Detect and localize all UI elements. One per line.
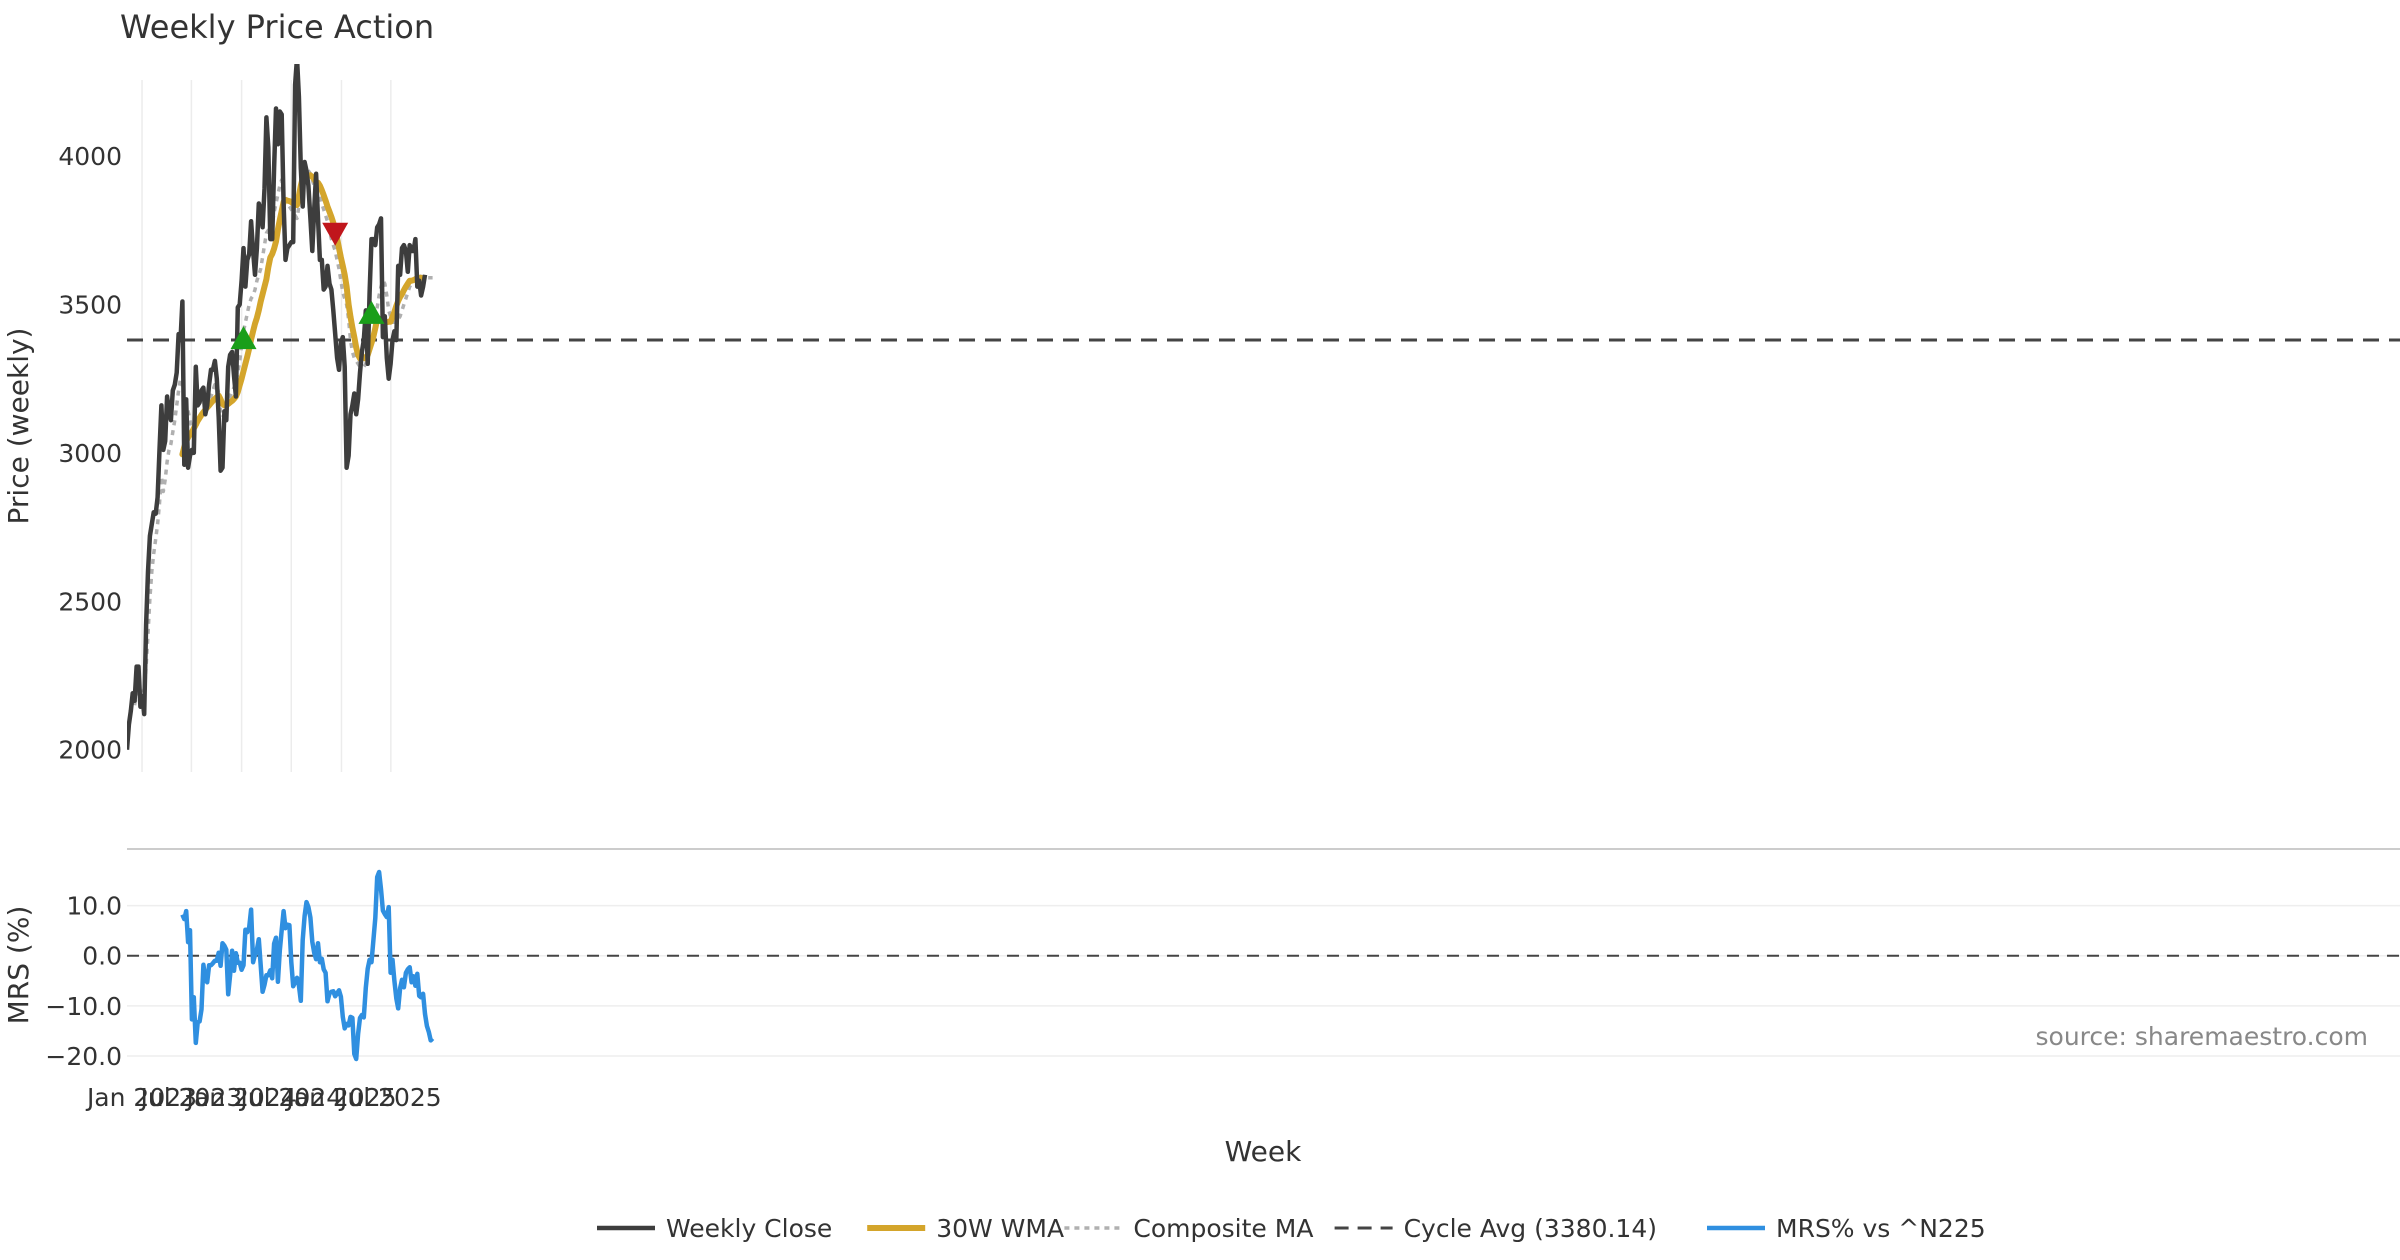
x-tick-label: Jul 2024 [238, 1083, 342, 1112]
mrs-tick-label: −10.0 [45, 992, 122, 1021]
price-grid [141, 80, 392, 772]
legend-mrs-label: MRS% vs ^N225 [1776, 1214, 1986, 1243]
buy-signal-marker [358, 300, 385, 324]
x-tick-label: Jan 2024 [185, 1083, 297, 1112]
legend-weekly-close: Weekly Close [597, 1214, 832, 1243]
mrs-y-axis: −20.0 −10.0 0.0 10.0 [45, 892, 122, 1071]
legend-weekly-close-label: Weekly Close [666, 1214, 832, 1243]
price-tick-label: 3500 [58, 290, 122, 319]
legend: Weekly Close 30W WMA Composite MA Cycle Avg… [597, 1214, 1986, 1243]
legend-cycle-avg-label: Cycle Avg (3380.14) [1404, 1214, 1657, 1243]
weekly-close-line [127, 64, 428, 750]
source-note: source: sharemaestro.com [2036, 1022, 2369, 1051]
legend-composite-ma: Composite MA [1064, 1214, 1313, 1243]
sell-signal-marker [322, 222, 349, 246]
price-tick-label: 2500 [58, 587, 122, 616]
price-y-axis-label: Price (weekly) [2, 328, 35, 525]
chart-title: Weekly Price Action [120, 8, 434, 46]
legend-mrs: MRS% vs ^N225 [1707, 1214, 1986, 1243]
buy-signal-marker [230, 326, 257, 350]
mrs-line [180, 869, 435, 1062]
x-tick-label: Jul 2025 [338, 1083, 442, 1112]
legend-30w-wma: 30W WMA [867, 1214, 1064, 1243]
mrs-tick-label: −20.0 [45, 1042, 122, 1071]
mrs-tick-label: 0.0 [82, 942, 122, 971]
x-tick-label: Jul 2023 [139, 1083, 243, 1112]
marker-layer [230, 222, 385, 350]
legend-composite-ma-label: Composite MA [1133, 1214, 1313, 1243]
mrs-y-axis-label: MRS (%) [2, 906, 35, 1025]
x-tick-label: Jan 2025 [284, 1083, 396, 1112]
legend-cycle-avg: Cycle Avg (3380.14) [1334, 1214, 1657, 1243]
mrs-series-group [127, 869, 2400, 1062]
x-axis-label: Week [1225, 1135, 1302, 1168]
price-tick-label: 2000 [58, 736, 122, 765]
price-tick-label: 3000 [58, 439, 122, 468]
mrs-grid [127, 904, 2400, 1057]
price-y-axis: 2000 2500 3000 3500 4000 [58, 142, 122, 765]
mrs-tick-label: 10.0 [66, 892, 122, 921]
price-tick-label: 4000 [58, 142, 122, 171]
x-tick-label: Jan 2023 [85, 1083, 197, 1112]
legend-30w-wma-label: 30W WMA [936, 1214, 1064, 1243]
